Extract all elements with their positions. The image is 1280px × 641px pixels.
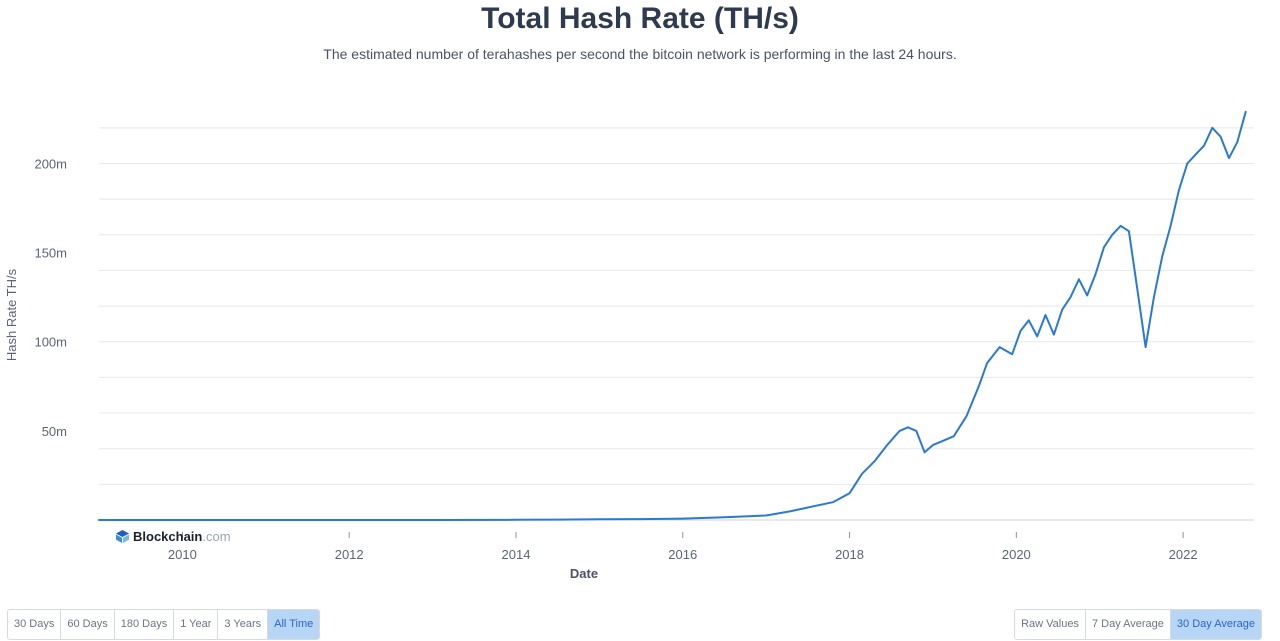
avg-7-day-average-button[interactable]: 7 Day Average [1086, 610, 1171, 639]
blockchain-logo-icon [116, 530, 129, 543]
logo-suffix: .com [202, 529, 231, 544]
range-60-days-button[interactable]: 60 Days [61, 610, 115, 639]
avg-raw-values-button[interactable]: Raw Values [1015, 610, 1086, 639]
x-tick-label: 2016 [668, 547, 697, 562]
x-tick-label: 2012 [335, 547, 364, 562]
page-title: Total Hash Rate (TH/s) [481, 2, 799, 35]
range-30-days-button[interactable]: 30 Days [8, 610, 62, 639]
chart-grid [99, 127, 1254, 485]
y-tick-label: 50m [42, 424, 67, 439]
chart-axes: 50m 100m 150m 200m 2010 2012 2014 2016 2018 2020 2… [34, 156, 1254, 562]
average-selector: Raw Values 7 Day Average 30 Day Average [1014, 609, 1262, 640]
x-tick-label: 2022 [1169, 547, 1198, 562]
y-tick-label: 200m [34, 156, 67, 171]
x-tick-label: 2010 [168, 547, 197, 562]
x-axis-label: Date [570, 566, 598, 581]
chart-series [98, 110, 1247, 521]
y-tick-label: 150m [34, 246, 67, 261]
range-3-years-button[interactable]: 3 Years [218, 610, 269, 639]
page-subtitle: The estimated number of terahashes per s… [323, 46, 957, 62]
time-range-selector: 30 Days 60 Days 180 Days 1 Year 3 Years All T… [7, 609, 321, 640]
hash-rate-series-line [98, 110, 1247, 521]
y-axis-label: Hash Rate TH/s [4, 268, 19, 361]
range-1-year-button[interactable]: 1 Year [174, 610, 219, 639]
x-tick-label: 2014 [502, 547, 531, 562]
y-tick-label: 100m [34, 335, 67, 350]
x-tick-label: 2018 [835, 547, 864, 562]
blockchain-logo: Blockchain .com [116, 529, 231, 544]
range-all-time-button[interactable]: All Time [268, 610, 320, 639]
avg-30-day-average-button[interactable]: 30 Day Average [1170, 610, 1261, 639]
logo-name: Blockchain [133, 529, 203, 544]
x-tick-label: 2020 [1002, 547, 1031, 562]
range-180-days-button[interactable]: 180 Days [115, 610, 175, 639]
